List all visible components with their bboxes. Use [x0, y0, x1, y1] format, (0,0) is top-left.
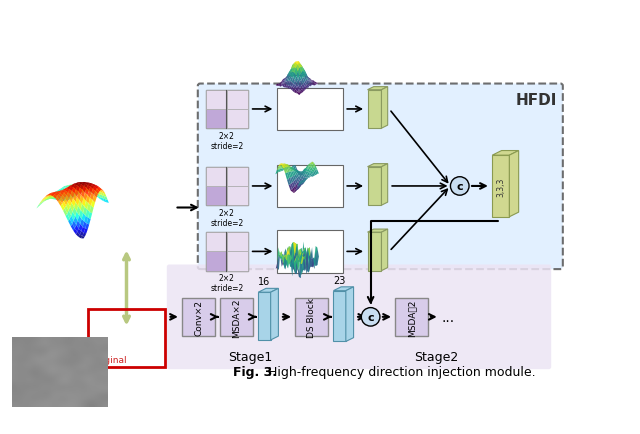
Bar [205, 91, 227, 110]
Polygon shape [346, 287, 353, 342]
Bar [259, 293, 271, 340]
Text: DS Block: DS Block [307, 297, 316, 337]
Bar [227, 168, 248, 187]
Circle shape [451, 178, 469, 196]
Polygon shape [367, 164, 388, 168]
Polygon shape [367, 87, 388, 91]
Text: Conv×2: Conv×2 [194, 299, 203, 335]
Bar [220, 298, 253, 336]
Bar [205, 252, 227, 271]
Bar [205, 110, 227, 129]
Polygon shape [381, 230, 388, 271]
Bar [205, 168, 227, 187]
Polygon shape [492, 151, 518, 156]
Text: 23: 23 [333, 275, 346, 285]
Polygon shape [271, 289, 278, 340]
Bar [227, 233, 248, 252]
Bar [205, 233, 248, 271]
Bar [396, 298, 428, 336]
Polygon shape [509, 151, 518, 217]
Text: ...: ... [441, 310, 454, 324]
Bar [367, 233, 381, 271]
Text: c: c [456, 181, 463, 191]
Polygon shape [381, 164, 388, 206]
Text: High-frequency direction injection module.: High-frequency direction injection modul… [264, 365, 536, 378]
Bar [227, 252, 248, 271]
Text: MSDA⾒2: MSDA⾒2 [407, 299, 416, 336]
Bar [367, 168, 381, 206]
Circle shape [362, 308, 380, 326]
Text: Original: Original [92, 355, 127, 364]
FancyBboxPatch shape [198, 84, 563, 270]
Polygon shape [259, 289, 278, 293]
Text: 16: 16 [259, 276, 271, 286]
Text: 2×2
stride=2: 2×2 stride=2 [210, 273, 243, 293]
Text: HFDI: HFDI [515, 93, 557, 108]
Bar [296, 298, 328, 336]
Bar [205, 233, 227, 252]
Text: Fig. 3.: Fig. 3. [234, 365, 278, 378]
Bar [88, 309, 165, 367]
Polygon shape [333, 287, 353, 291]
Bar [277, 165, 343, 207]
Text: 2×2
stride=2: 2×2 stride=2 [210, 208, 243, 227]
Bar [205, 187, 227, 206]
Polygon shape [367, 230, 388, 233]
Bar [182, 298, 215, 336]
Text: c: c [367, 312, 374, 322]
Bar [492, 156, 509, 217]
Text: Stage1: Stage1 [228, 350, 273, 363]
Bar [227, 187, 248, 206]
Text: Stage2: Stage2 [414, 350, 459, 363]
Bar [227, 110, 248, 129]
Bar [367, 91, 381, 129]
Bar [227, 91, 248, 110]
Polygon shape [381, 87, 388, 129]
FancyBboxPatch shape [167, 265, 551, 369]
Bar [277, 89, 343, 131]
Bar [333, 291, 346, 342]
Text: 2×2
stride=2: 2×2 stride=2 [210, 131, 243, 151]
Text: 3,3,3: 3,3,3 [497, 177, 506, 196]
Text: MSDA×2: MSDA×2 [232, 297, 241, 337]
Bar [205, 91, 248, 129]
Bar [205, 168, 248, 206]
Bar [277, 231, 343, 273]
